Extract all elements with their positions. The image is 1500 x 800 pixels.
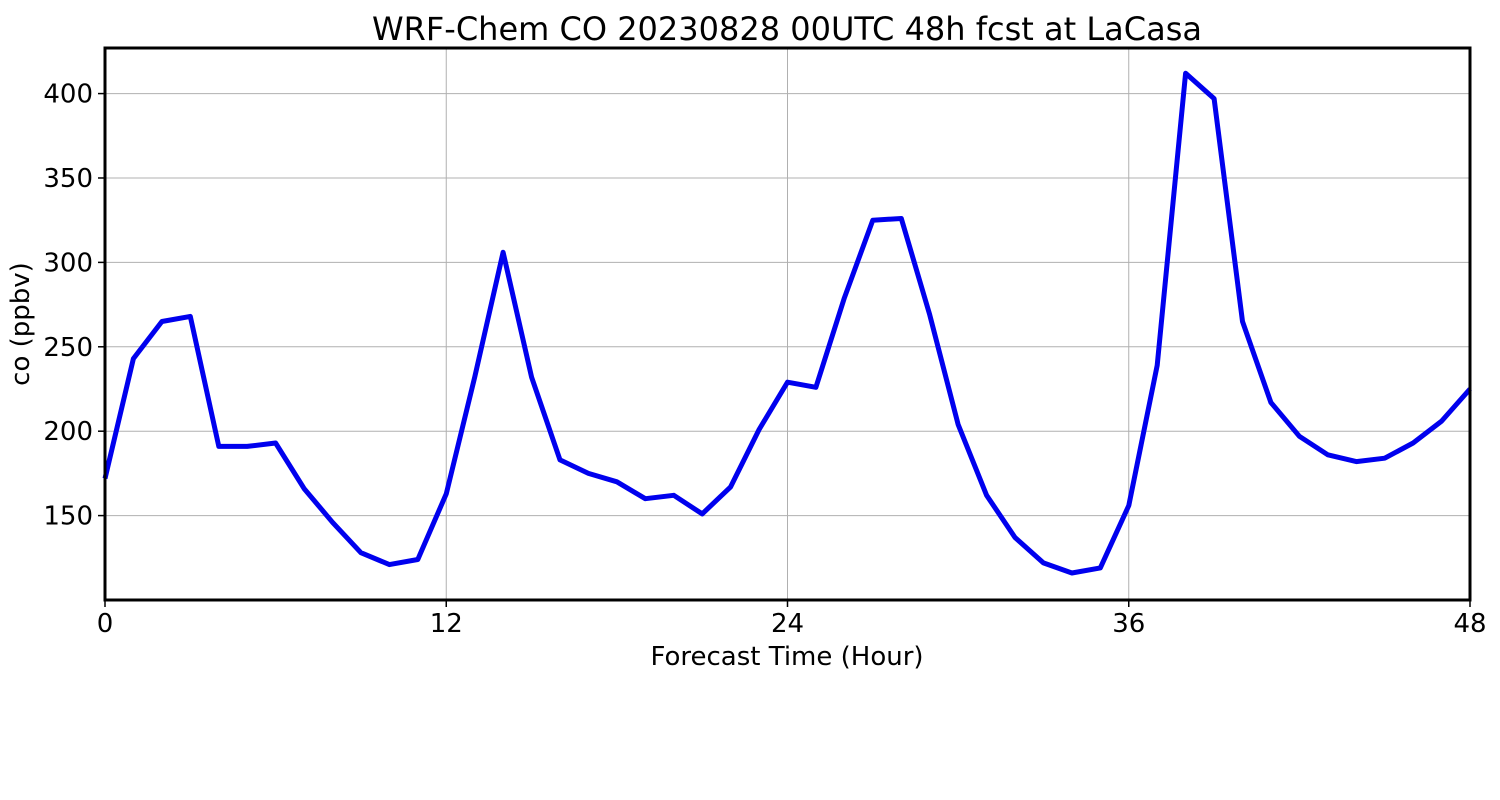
y-tick-label: 250 (43, 333, 93, 363)
y-axis-label: co (ppbv) (6, 262, 36, 386)
y-tick-label: 400 (43, 80, 93, 110)
y-tick-label: 150 (43, 502, 93, 532)
y-tick-label: 300 (43, 248, 93, 278)
series-line (102, 70, 1472, 576)
y-tick-label: 200 (43, 417, 93, 447)
x-axis-label: Forecast Time (Hour) (650, 642, 923, 672)
x-tick-label: 12 (430, 609, 463, 639)
x-tick-label: 24 (771, 609, 804, 639)
x-tick-label: 48 (1453, 609, 1486, 639)
chart-title: WRF-Chem CO 20230828 00UTC 48h fcst at L… (372, 10, 1202, 48)
y-tick-label: 350 (43, 164, 93, 194)
data-layer (102, 70, 1472, 576)
tick-layer: 0 12 24 36 48 150 200 250 300 350 400 (43, 80, 1486, 639)
x-tick-label: 0 (97, 609, 114, 639)
grid-layer (105, 48, 1470, 600)
x-tick-label: 36 (1112, 609, 1145, 639)
